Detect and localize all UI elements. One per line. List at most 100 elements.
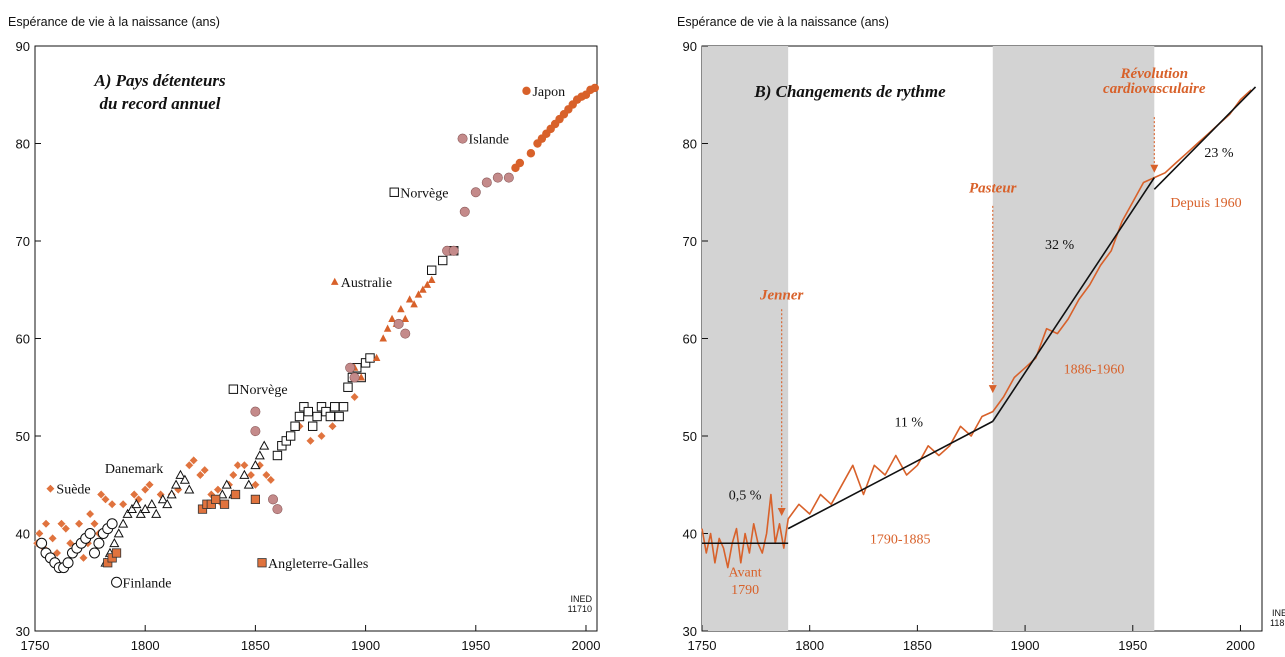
point-japon: [590, 83, 599, 93]
point-su-de: [118, 499, 128, 509]
point-su-de: [184, 460, 194, 470]
point-su-de: [78, 553, 89, 563]
panel-b-annotation: Avant: [728, 565, 761, 580]
panel-b-y-tick-label: 80: [683, 137, 697, 152]
point-su-de: [140, 485, 150, 495]
panel-a-country-label: Islande: [469, 133, 509, 148]
panel-a-country-labels: Suède Danemark Finlande Angleterre-Galles No…: [56, 85, 565, 591]
panel-a-x-tick-label: 2000: [572, 638, 601, 653]
point-islande: [272, 504, 283, 515]
panel-a-x-tick-label: 1850: [241, 638, 270, 653]
panel-b-annotation: Jenner: [759, 288, 804, 304]
point-danemark: [151, 508, 162, 518]
point-norv-ge: [312, 411, 322, 422]
point-norv-ge: [330, 402, 340, 412]
panel-b-annotation: 0,5 %: [729, 488, 762, 503]
point-su-de: [107, 499, 117, 509]
point-norv-ge: [334, 411, 344, 422]
point-su-de: [327, 421, 338, 431]
point-su-de: [266, 475, 276, 485]
point-angleterre-galles: [250, 494, 260, 504]
point-norv-ge: [343, 382, 353, 392]
point-danemark: [135, 508, 146, 518]
point-japon: [526, 149, 536, 158]
point-su-de: [233, 460, 243, 470]
point-islande: [459, 206, 470, 217]
point-su-de: [195, 470, 205, 480]
point-danemark: [171, 479, 182, 489]
point-norv-ge: [389, 187, 399, 197]
panel-b-annotation: Depuis 1960: [1170, 196, 1241, 211]
point-australie: [401, 314, 410, 322]
panel-b-annotation: 1790: [731, 583, 759, 598]
point-danemark: [175, 469, 186, 479]
point-su-de: [239, 460, 249, 470]
point-su-de: [100, 494, 111, 504]
point-su-de: [48, 533, 58, 543]
point-su-de: [74, 519, 84, 529]
trend-segment: [787, 420, 994, 530]
point-norv-ge: [438, 255, 448, 266]
point-angleterre-galles: [211, 494, 221, 504]
panel-a-y-tick-label: 50: [16, 429, 30, 444]
trend-segment: [992, 177, 1155, 422]
point-danemark: [184, 484, 195, 494]
point-danemark: [113, 528, 124, 538]
point-danemark: [259, 440, 270, 450]
panel-a-y-tick-label: 40: [16, 527, 30, 542]
point-finlande: [84, 528, 96, 539]
panel-b-credit-1: INED: [1272, 608, 1285, 618]
panel-b-x-tick-label: 1950: [1118, 638, 1147, 653]
point-australie: [405, 295, 414, 303]
point-su-de: [145, 480, 155, 490]
point-su-de: [189, 455, 199, 465]
panel-a-country-label: Danemark: [105, 462, 163, 477]
panel-a-ticks: 1750 1800 1850 1900 1950 2000 30 40 50 60 70 80 90: [16, 39, 601, 653]
point-su-de: [34, 528, 44, 539]
point-australie: [383, 324, 392, 332]
point-norv-ge: [307, 421, 318, 431]
point-su-de: [41, 519, 51, 529]
panel-b-frame: [701, 45, 1263, 632]
panel-b-x-tick-label: 2000: [1226, 638, 1255, 653]
point-japon: [522, 86, 531, 96]
panel-b-credit-2: 11810: [1270, 618, 1285, 628]
point-su-de: [261, 470, 271, 480]
panel-a-y-tick-label: 80: [16, 137, 30, 152]
point-islande: [503, 172, 514, 183]
point-su-de: [61, 524, 71, 534]
panel-b-shaded-period: [992, 46, 1155, 631]
panel-b-annotation: 11 %: [894, 415, 923, 430]
point-danemark: [109, 538, 120, 548]
point-finlande: [89, 547, 101, 559]
point-norv-ge: [338, 402, 349, 412]
point-islande: [457, 133, 468, 144]
panel-a-points: [32, 83, 599, 588]
point-norv-ge: [228, 384, 239, 394]
point-finlande: [36, 537, 48, 549]
panel-b-x-tick-label: 1900: [1011, 638, 1040, 653]
point-islande: [470, 187, 481, 198]
point-danemark: [239, 469, 250, 479]
event-arrowhead: [1150, 164, 1159, 173]
point-danemark: [131, 499, 142, 509]
point-su-de: [250, 480, 260, 490]
point-finlande: [62, 557, 74, 569]
panel-a-x-tick-label: 1750: [21, 638, 50, 653]
panel-b-y-tick-label: 30: [683, 624, 697, 639]
point-danemark: [179, 474, 190, 484]
point-islande: [250, 426, 261, 437]
point-australie: [397, 305, 405, 313]
point-australie: [410, 300, 418, 308]
point-islande: [492, 172, 503, 183]
point-japon: [515, 158, 525, 168]
panel-a-country-label: Finlande: [123, 576, 172, 591]
panel-b-y-axis-label: Espérance de vie à la naissance (ans): [677, 15, 889, 29]
point-norv-ge: [285, 431, 296, 441]
panel-b-annotation: 1790-1885: [870, 532, 931, 547]
point-su-de: [56, 519, 67, 529]
point-norv-ge: [365, 353, 375, 363]
point-finlande: [93, 537, 105, 549]
point-islande: [349, 372, 360, 383]
